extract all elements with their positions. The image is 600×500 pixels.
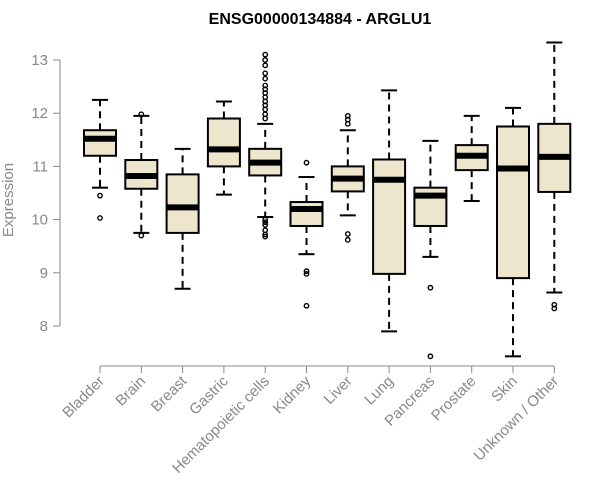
chart-title: ENSG00000134884 - ARGLU1: [209, 11, 432, 28]
outlier-point: [97, 192, 103, 199]
outlier-point: [262, 222, 269, 228]
outlier-point: [427, 284, 434, 291]
y-tick-label: 11: [32, 158, 48, 175]
outlier-point: [303, 159, 310, 166]
outlier-point: [262, 115, 269, 122]
box-series: [83, 41, 572, 360]
x-tick-label: Prostate: [428, 373, 480, 425]
outlier-point: [262, 75, 269, 82]
outlier-point: [262, 62, 269, 69]
x-tick-label: Skin: [488, 373, 521, 406]
box-iqr: [206, 117, 241, 168]
box-iqr: [83, 129, 117, 157]
outlier-point: [262, 216, 269, 223]
box-breast: [165, 147, 200, 290]
y-axis-label: Expression: [0, 163, 17, 237]
box-iqr: [372, 158, 407, 275]
box-unknown-other: [537, 41, 572, 312]
box-hematopoietic-cells: [248, 51, 283, 240]
y-tick-label: 10: [31, 212, 48, 229]
x-tick-label: Kidney: [270, 372, 315, 417]
outlier-point: [427, 353, 434, 360]
box-iqr: [289, 201, 324, 227]
outlier-point: [138, 111, 145, 118]
box-brain: [124, 111, 159, 239]
y-tick-label: 9: [40, 265, 48, 282]
box-iqr: [496, 125, 530, 280]
outlier-point: [262, 233, 269, 240]
box-bladder: [83, 98, 117, 221]
box-gastric: [206, 100, 241, 196]
outlier-point: [262, 219, 269, 226]
outlier-point: [551, 305, 558, 312]
y-tick-label: 8: [40, 318, 48, 335]
box-iqr: [165, 173, 200, 234]
outlier-point: [344, 231, 351, 237]
box-lung: [372, 89, 407, 333]
y-axis: 8 9 10 11 12 13: [31, 52, 61, 335]
outlier-point: [303, 302, 310, 309]
y-tick-label: 13: [31, 52, 48, 69]
x-tick-label: Bladder: [59, 373, 108, 422]
box-liver: [330, 112, 365, 243]
outlier-point: [97, 215, 103, 221]
box-kidney: [289, 159, 324, 309]
outlier-point: [303, 270, 310, 277]
y-tick-label: 12: [31, 105, 48, 122]
box-pancreas: [413, 139, 448, 360]
outlier-point: [344, 236, 351, 243]
outlier-point: [262, 51, 269, 58]
x-tick-label: Brain: [112, 373, 149, 410]
x-tick-label: Lung: [361, 373, 397, 409]
outlier-point: [262, 57, 269, 63]
box-prostate: [454, 114, 489, 202]
box-skin: [496, 106, 530, 358]
x-tick-label: Liver: [321, 373, 356, 408]
outlier-point: [262, 70, 269, 77]
outlier-point: [303, 268, 310, 275]
outlier-point: [138, 232, 145, 239]
outlier-point: [262, 106, 269, 113]
outlier-point: [344, 120, 351, 127]
outlier-point: [262, 231, 269, 238]
x-tick-label: Breast: [148, 372, 191, 415]
